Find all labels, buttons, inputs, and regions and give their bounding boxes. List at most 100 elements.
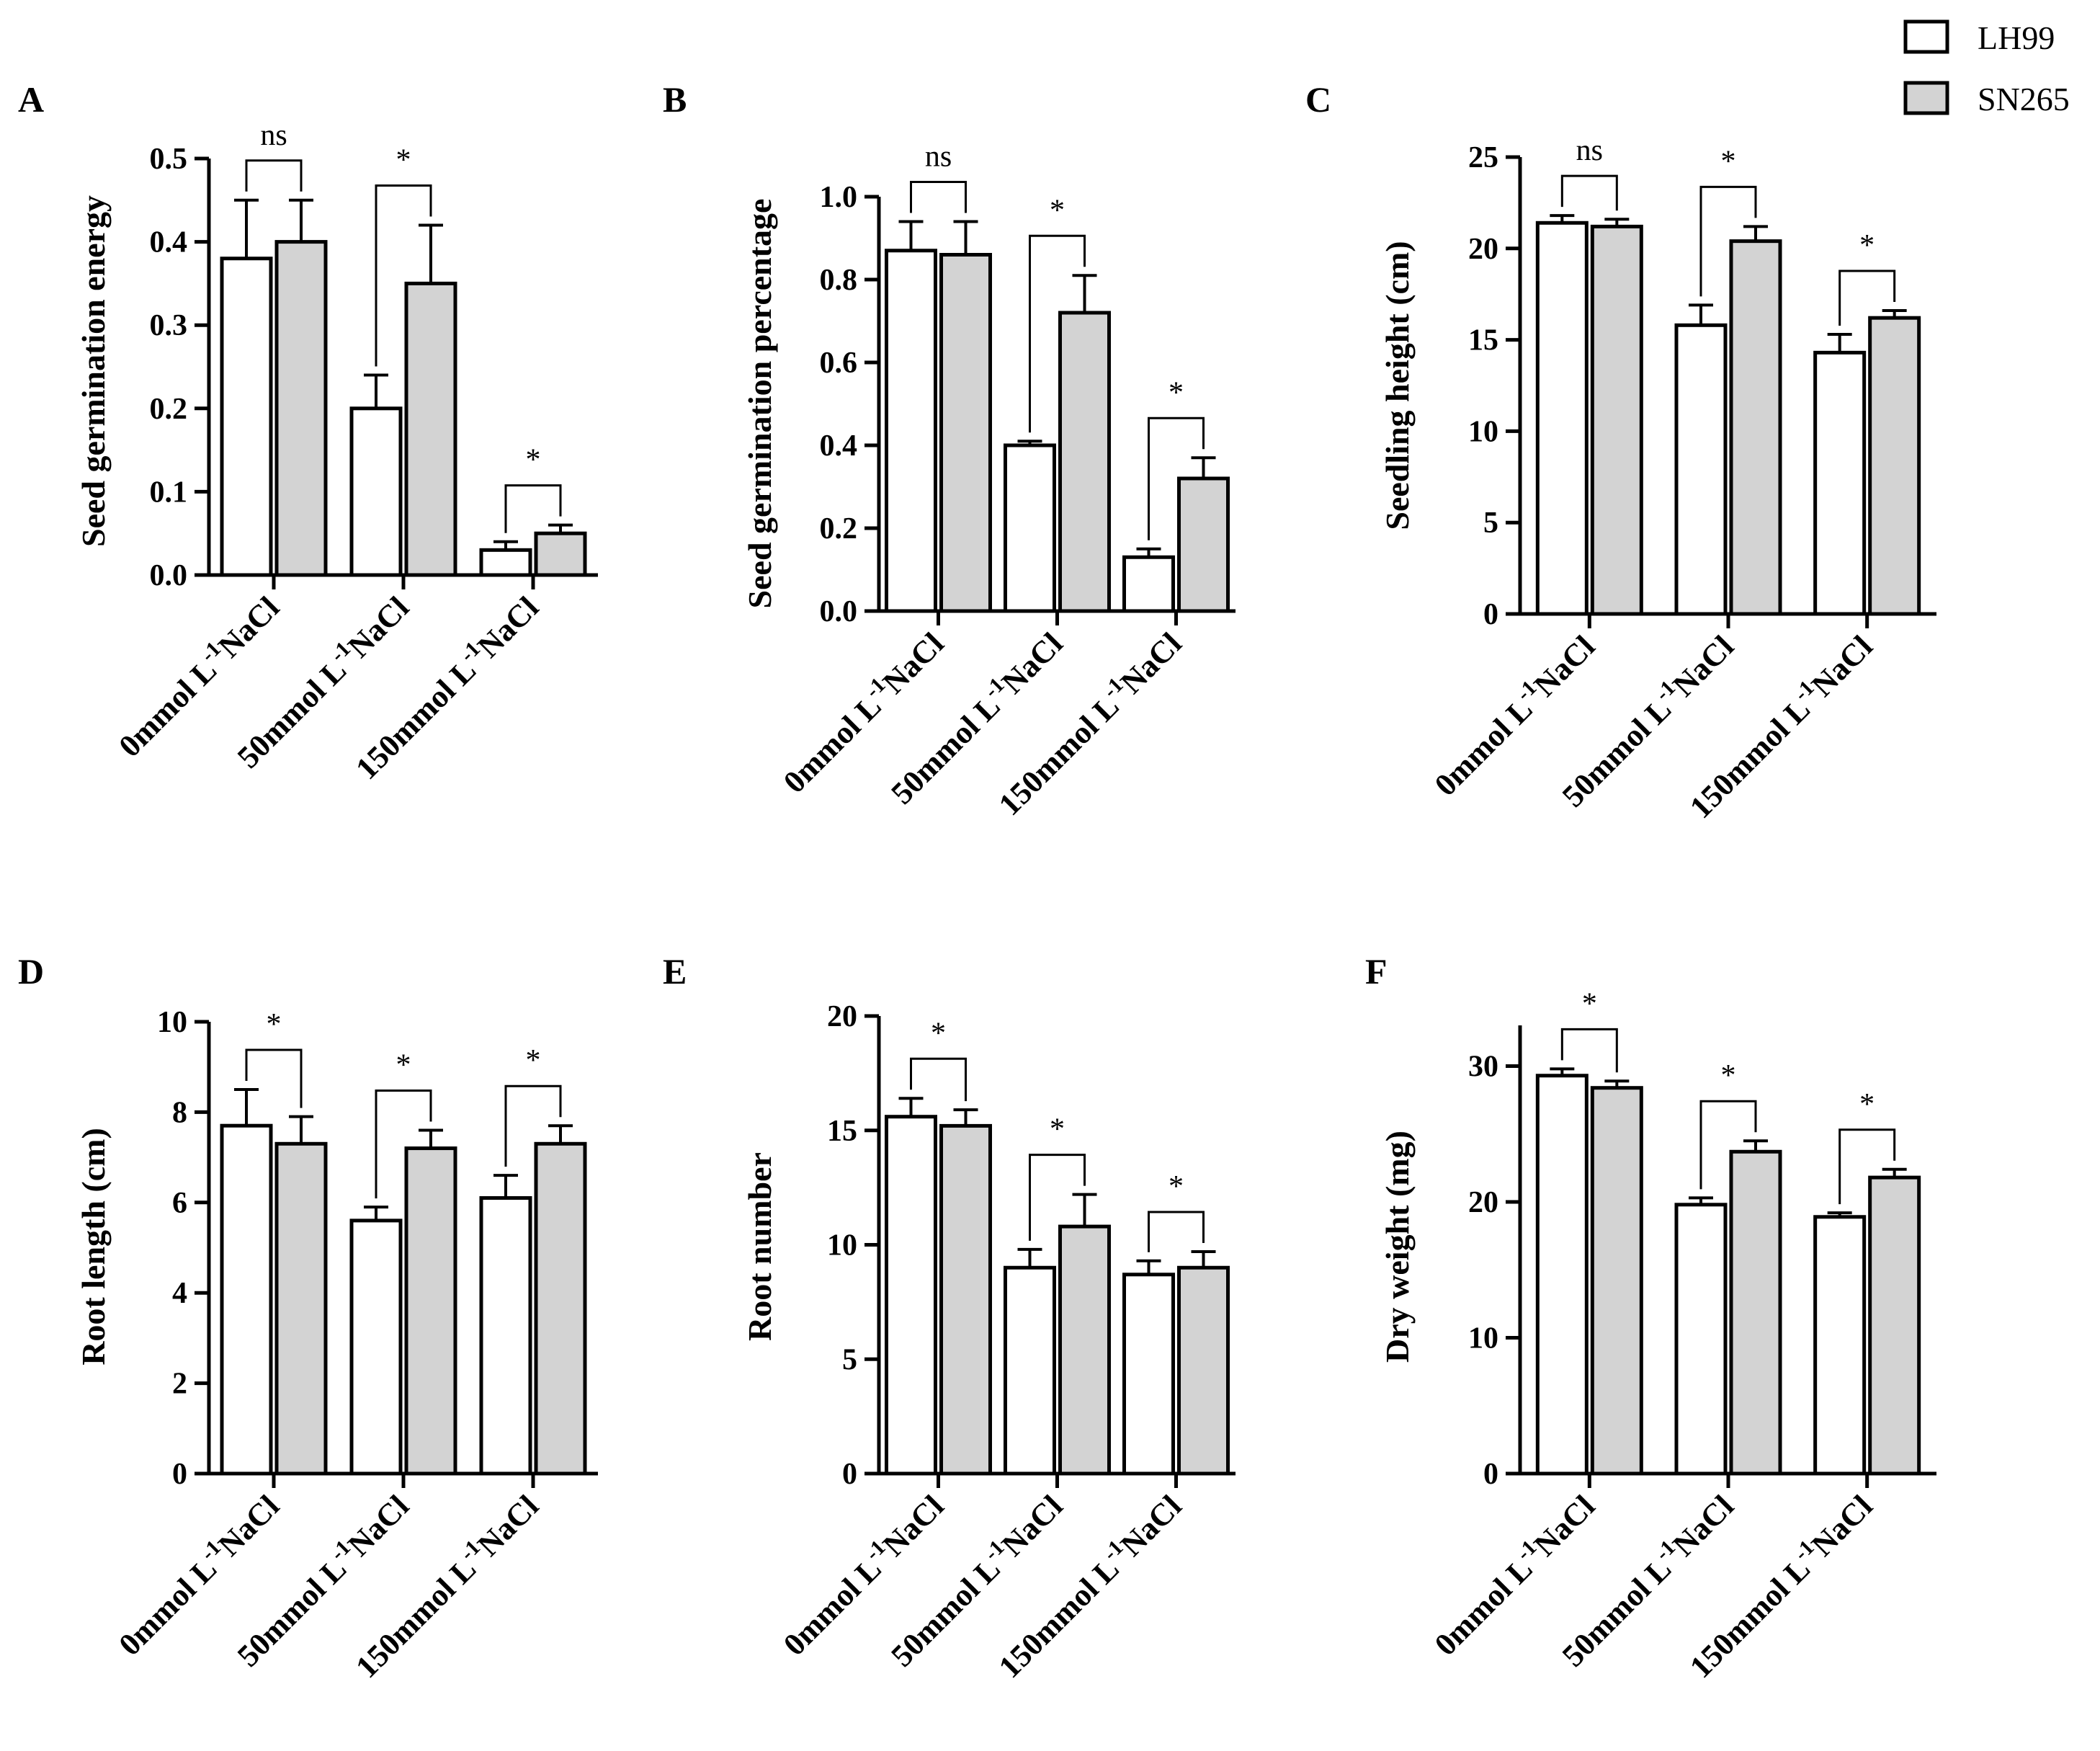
- bar-sn265: [534, 1141, 587, 1476]
- x-category-label-main: 150mmol L: [349, 1551, 483, 1685]
- x-category-label-main: 50mmol L: [1555, 1551, 1678, 1673]
- panel-letter: C: [1305, 79, 1331, 120]
- y-tick-label: 0.0: [150, 559, 188, 592]
- panel-b: B Seed germination percentage 0.0 0.2 0.4 0.6…: [663, 79, 1236, 822]
- y-tick-label: 0: [172, 1458, 187, 1491]
- significance-bracket: [1029, 1154, 1086, 1241]
- y-tick-label: 0.0: [820, 595, 858, 628]
- y-tick-label: 25: [1468, 141, 1498, 174]
- x-category-label-main: 0mmol L: [1428, 1551, 1540, 1662]
- y-axis-label: Dry weight (mg): [1379, 1131, 1416, 1363]
- y-axis-label: Seed germination percentage: [741, 199, 778, 609]
- significance-label: *: [1169, 1170, 1184, 1203]
- bar-sn265: [1868, 1175, 1921, 1476]
- significance-label: *: [1169, 376, 1184, 409]
- panels: A Seed germination energy 0.0 0.1 0.2 0.3 0.4 0…: [18, 79, 1936, 1685]
- y-axis-label: Root length (cm): [75, 1128, 112, 1365]
- bar-lh99: [1122, 555, 1175, 613]
- y-tick-label: 0: [842, 1458, 857, 1491]
- significance-bracket: [1699, 1100, 1757, 1190]
- significance-label: *: [526, 1044, 541, 1077]
- significance-label: *: [1721, 1059, 1736, 1092]
- x-category-label-main: 0mmol L: [777, 1551, 888, 1662]
- y-tick-label: 20: [1468, 233, 1498, 266]
- bar-sn265: [404, 1146, 457, 1476]
- x-category-label-main: 50mmol L: [231, 1551, 353, 1673]
- legend-swatch-lh99: [1903, 19, 1949, 54]
- panel-letter: A: [18, 79, 44, 120]
- x-category-label-main: 150mmol L: [349, 652, 483, 786]
- y-tick-label: 5: [1483, 507, 1498, 540]
- significance-bracket: [1029, 234, 1086, 433]
- bar-sn265: [1729, 1149, 1782, 1476]
- y-tick-label: 0.2: [150, 393, 188, 426]
- y-tick-label: 1.0: [820, 181, 858, 214]
- significance-label: ns: [925, 141, 952, 174]
- bar-sn265: [1177, 1265, 1230, 1476]
- significance-bracket: [504, 1084, 562, 1167]
- legend-swatch-sn265: [1903, 81, 1949, 115]
- y-tick-label: 0.8: [820, 264, 858, 297]
- significance-label: *: [1050, 1113, 1065, 1146]
- y-tick-label: 10: [157, 1006, 187, 1039]
- bar-sn265: [1868, 316, 1921, 616]
- significance-bracket: [1560, 1028, 1618, 1073]
- bar-lh99: [1674, 1203, 1728, 1476]
- significance-bracket: [910, 181, 967, 213]
- significance-bracket: [245, 159, 303, 192]
- y-tick-label: 0.3: [150, 309, 188, 342]
- significance-label: *: [1721, 145, 1736, 178]
- significance-bracket: [1148, 416, 1205, 540]
- bar-sn265: [274, 1141, 328, 1476]
- x-category-label-main: 150mmol L: [992, 1551, 1126, 1685]
- y-axis-label: Seedling height (cm): [1379, 241, 1416, 530]
- y-tick-label: 0: [1483, 1458, 1498, 1491]
- y-tick-label: 20: [827, 1000, 857, 1033]
- x-category-label-main: 50mmol L: [884, 688, 1006, 811]
- y-axis-label: Root number: [741, 1152, 778, 1341]
- x-category-label-main: 50mmol L: [1555, 691, 1678, 814]
- x-category-label-main: 0mmol L: [777, 688, 888, 800]
- significance-bracket: [504, 484, 562, 533]
- bar-sn265: [534, 531, 587, 577]
- significance-label: *: [1050, 194, 1065, 227]
- significance-bracket: [1699, 185, 1757, 297]
- bar-lh99: [1004, 1265, 1056, 1476]
- bar-lh99: [479, 548, 532, 577]
- bar-sn265: [1177, 476, 1230, 613]
- bar-sn265: [1590, 224, 1643, 616]
- y-tick-label: 8: [172, 1096, 187, 1129]
- legend-label-sn265: SN265: [1978, 81, 2070, 117]
- significance-label: *: [526, 444, 541, 477]
- bar-lh99: [1813, 1215, 1867, 1476]
- x-category-label-main: 0mmol L: [112, 1551, 223, 1662]
- significance-label: *: [1859, 229, 1875, 262]
- bar-lh99: [1004, 443, 1056, 613]
- x-category-label-main: 150mmol L: [1683, 1551, 1817, 1685]
- bar-lh99: [1122, 1273, 1175, 1476]
- bar-lh99: [220, 1123, 273, 1476]
- y-tick-label: 20: [1468, 1186, 1498, 1219]
- significance-bracket: [1560, 174, 1618, 211]
- significance-bracket: [1838, 1128, 1896, 1205]
- panel-letter: D: [18, 951, 44, 992]
- bar-lh99: [220, 257, 273, 577]
- y-tick-label: 5: [842, 1343, 857, 1376]
- bar-sn265: [939, 253, 992, 613]
- significance-label: *: [931, 1017, 946, 1050]
- significance-bracket: [245, 1048, 303, 1108]
- significance-bracket: [910, 1057, 967, 1102]
- y-tick-label: 2: [172, 1368, 187, 1401]
- panel-letter: E: [663, 951, 687, 992]
- panel-letter: B: [663, 79, 687, 120]
- panel-letter: F: [1365, 951, 1388, 992]
- bar-lh99: [1535, 1074, 1589, 1476]
- y-axis-label: Seed germination energy: [75, 195, 112, 547]
- y-tick-label: 0.4: [820, 429, 858, 463]
- significance-bracket: [375, 184, 432, 367]
- y-tick-label: 6: [172, 1187, 187, 1220]
- x-category-label-main: 0mmol L: [112, 652, 223, 764]
- significance-label: *: [1582, 987, 1597, 1020]
